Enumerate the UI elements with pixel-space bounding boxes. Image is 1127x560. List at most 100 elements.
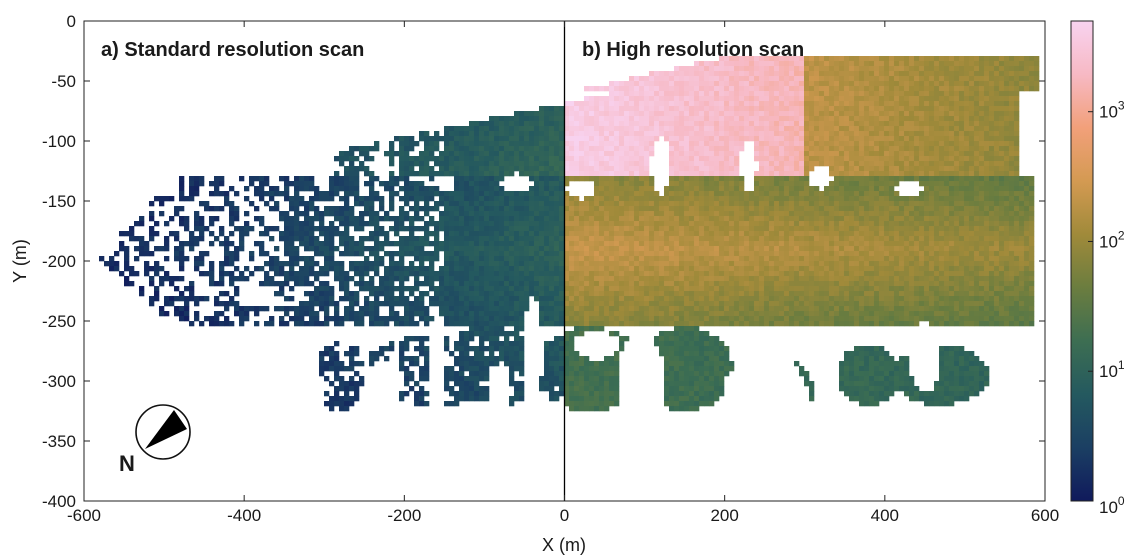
- cloud-cell: [599, 111, 605, 117]
- cloud-cell: [719, 171, 725, 177]
- cloud-cell: [594, 291, 600, 297]
- cloud-cell: [464, 286, 470, 292]
- cloud-cell: [349, 366, 355, 372]
- cloud-cell: [674, 166, 680, 172]
- cloud-cell: [329, 256, 335, 262]
- cloud-cell: [524, 261, 530, 267]
- cloud-cell: [529, 241, 535, 247]
- cloud-cell: [609, 316, 615, 322]
- cloud-cell: [729, 111, 735, 117]
- cloud-cell: [724, 186, 730, 192]
- cloud-cell: [574, 216, 580, 222]
- cloud-cell: [639, 316, 645, 322]
- cloud-cell: [294, 271, 300, 277]
- cloud-cell: [629, 86, 635, 92]
- cloud-cell: [574, 171, 580, 177]
- cloud-cell: [479, 291, 485, 297]
- cloud-cell: [759, 171, 765, 177]
- cloud-cell: [619, 266, 625, 272]
- cloud-cell: [574, 351, 580, 357]
- cloud-cell: [774, 91, 780, 97]
- cloud-cell: [649, 126, 655, 132]
- cloud-cell: [334, 396, 340, 402]
- cloud-cell: [474, 206, 480, 212]
- cloud-cell: [489, 356, 495, 362]
- cloud-cell: [624, 311, 630, 317]
- cloud-cell: [719, 96, 725, 102]
- cloud-cell: [589, 251, 595, 257]
- cloud-cell: [614, 196, 620, 202]
- cloud-cell: [664, 71, 670, 77]
- cloud-cell: [514, 156, 520, 162]
- cloud-cell: [389, 261, 395, 267]
- cloud-cell: [724, 211, 730, 217]
- cloud-cell: [709, 106, 715, 112]
- cloud-cell: [559, 296, 565, 302]
- cloud-cell: [689, 91, 695, 97]
- cloud-cell: [759, 56, 765, 62]
- cloud-cell: [429, 276, 435, 282]
- cloud-cell: [479, 266, 485, 272]
- cloud-cell: [479, 326, 485, 332]
- cloud-cell: [354, 196, 360, 202]
- cloud-cell: [424, 196, 430, 202]
- cloud-cell: [509, 131, 515, 137]
- cloud-cell: [779, 181, 785, 187]
- cloud-cell: [349, 266, 355, 272]
- cloud-cell: [694, 251, 700, 257]
- cloud-cell: [554, 336, 560, 342]
- cloud-cell: [524, 151, 530, 157]
- cloud-cell: [194, 211, 200, 217]
- cloud-cell: [734, 206, 740, 212]
- cloud-cell: [559, 256, 565, 262]
- cloud-cell: [304, 231, 310, 237]
- cloud-cell: [544, 246, 550, 252]
- cloud-cell: [759, 231, 765, 237]
- cloud-cell: [199, 226, 205, 232]
- cloud-cell: [559, 131, 565, 137]
- cloud-cell: [649, 301, 655, 307]
- cloud-cell: [189, 191, 195, 197]
- cloud-cell: [439, 191, 445, 197]
- cloud-cell: [779, 251, 785, 257]
- cloud-cell: [639, 256, 645, 262]
- cloud-cell: [589, 151, 595, 157]
- cloud-cell: [384, 286, 390, 292]
- cloud-cell: [409, 261, 415, 267]
- cloud-cell: [534, 126, 540, 132]
- cloud-cell: [724, 301, 730, 307]
- cloud-cell: [289, 196, 295, 202]
- cloud-cell: [704, 86, 710, 92]
- cloud-cell: [394, 301, 400, 307]
- cloud-cell: [769, 286, 775, 292]
- cloud-cell: [409, 161, 415, 167]
- cloud-cell: [674, 116, 680, 122]
- cloud-cell: [434, 191, 440, 197]
- cloud-cell: [529, 286, 535, 292]
- cloud-cell: [489, 201, 495, 207]
- cloud-cell: [509, 171, 515, 177]
- cloud-cell: [524, 161, 530, 167]
- cloud-cell: [574, 131, 580, 137]
- cloud-cell: [454, 276, 460, 282]
- cloud-cell: [624, 191, 630, 197]
- cloud-cell: [374, 246, 380, 252]
- cloud-cell: [559, 146, 565, 152]
- cloud-cell: [289, 181, 295, 187]
- cloud-cell: [569, 266, 575, 272]
- cloud-cell: [454, 381, 460, 387]
- cloud-cell: [619, 211, 625, 217]
- cloud-cell: [579, 211, 585, 217]
- cloud-cell: [409, 241, 415, 247]
- cloud-cell: [409, 371, 415, 377]
- cloud-cell: [344, 191, 350, 197]
- cloud-cell: [769, 201, 775, 207]
- cloud-cell: [444, 201, 450, 207]
- cloud-cell: [744, 241, 750, 247]
- cloud-cell: [694, 236, 700, 242]
- cloud-cell: [604, 311, 610, 317]
- cloud-cell: [484, 321, 490, 327]
- cloud-cell: [489, 346, 495, 352]
- cloud-cell: [744, 271, 750, 277]
- cloud-cell: [399, 341, 405, 347]
